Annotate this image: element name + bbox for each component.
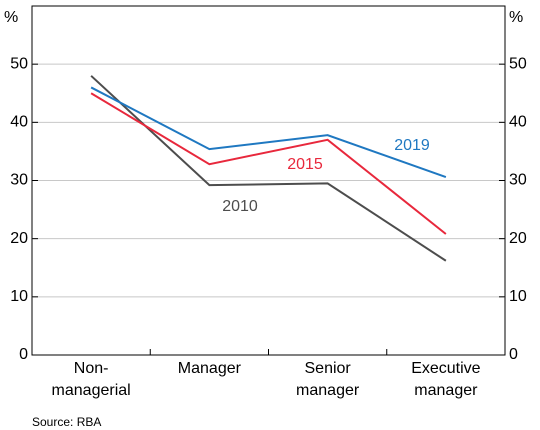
x-tick-label: managerial (52, 382, 131, 399)
x-tick-label: Senior (305, 360, 352, 377)
series-label: 2019 (394, 137, 430, 154)
y2-tick-label: 40 (509, 114, 527, 131)
y-tick-label: 10 (10, 288, 28, 305)
y2-tick-label: 30 (509, 172, 527, 189)
y2-tick-label: 10 (509, 288, 527, 305)
y-axis-label: % (4, 9, 18, 26)
series-label: 2015 (287, 156, 323, 173)
x-tick-label: Non- (74, 360, 109, 377)
y-tick-label: 0 (19, 346, 28, 363)
y2-tick-label: 50 (509, 55, 527, 72)
series-label: 2010 (222, 198, 258, 215)
line-series (90, 86, 447, 178)
y-tick-label: 30 (10, 172, 28, 189)
line-series (90, 92, 447, 235)
x-tick-label: Executive (411, 360, 480, 377)
line-series (90, 75, 447, 262)
y-tick-label: 40 (10, 114, 28, 131)
y2-tick-label: 0 (509, 346, 518, 363)
x-tick-label: manager (414, 382, 478, 399)
y2-axis-label: % (509, 9, 523, 26)
source: Source: RBA (32, 415, 101, 429)
x-tick-label: Manager (178, 360, 242, 377)
y-tick-label: 20 (10, 230, 28, 247)
y-tick-label: 50 (10, 55, 28, 72)
x-tick-label: manager (296, 382, 360, 399)
y2-tick-label: 20 (509, 230, 527, 247)
